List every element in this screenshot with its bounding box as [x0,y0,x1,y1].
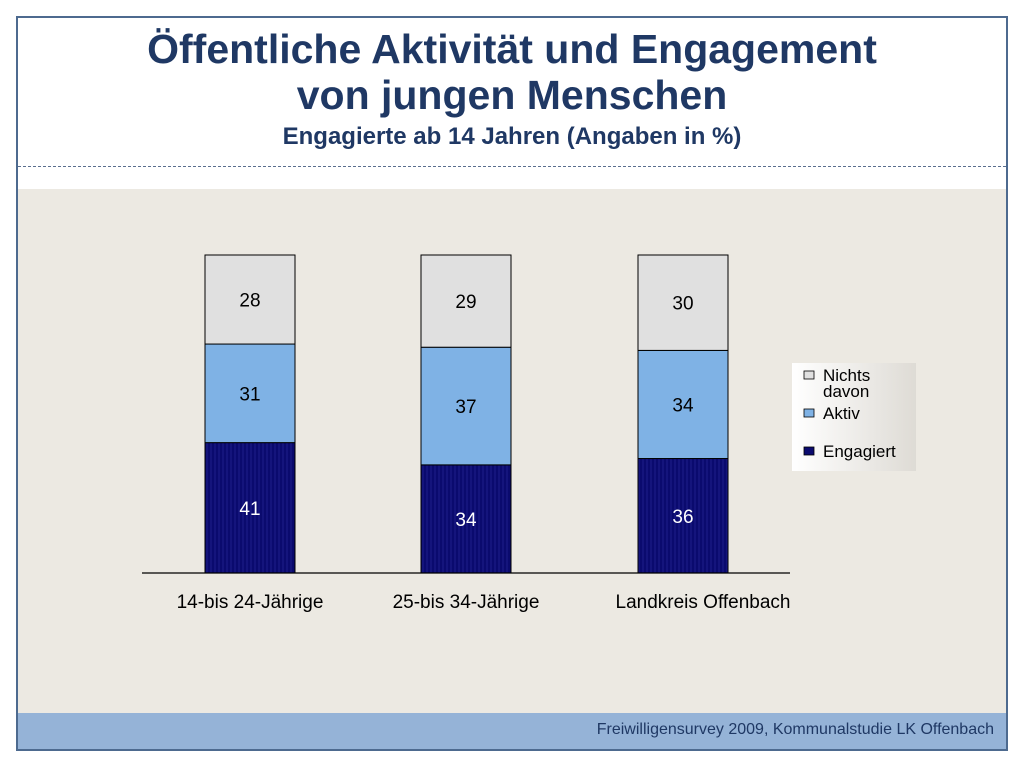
data-label: 28 [239,291,260,312]
data-label: 41 [239,499,260,520]
data-label: 29 [455,292,476,313]
bar-segment-engagiert-2 [420,464,512,574]
page-subtitle: Engagierte ab 14 Jahren (Angaben in %) [282,123,742,150]
bar-segment-aktiv-3 [637,349,729,460]
slide-frame: Öffentliche Aktivität und Engagement von… [16,16,1008,751]
x-tick-label: 25-bis 34-Jährige [393,592,540,613]
legend-label: Engagiert [823,442,896,461]
bar-segment-nichts-davon-2 [420,254,512,348]
bar-segment-aktiv-1 [204,343,296,444]
chart-panel: 41 31 28 34 37 29 36 34 30 14-bis 24-Jährige 25-b… [18,189,1006,715]
data-label: 34 [672,395,694,416]
x-tick-label: Landkreis Offenbach [616,592,791,613]
data-label: 36 [672,507,693,528]
legend-label: Aktiv [823,404,860,423]
x-tick-labels: 14-bis 24-Jährige 25-bis 34-Jährige Landkr… [177,592,791,613]
data-label: 30 [672,294,693,315]
title-area: Öffentliche Aktivität und Engagement von… [18,18,1006,166]
source-note: Freiwilligensurvey 2009, Kommunalstudie … [596,721,994,738]
bar-segment-nichts-davon-1 [204,254,296,345]
title-separator [18,166,1006,167]
stacked-bar-chart: 41 31 28 34 37 29 36 34 30 14-bis 24-Jährige 25-b… [142,254,916,613]
bars-layer: 41 31 28 34 37 29 36 34 30 [204,254,729,574]
x-tick-label: 14-bis 24-Jährige [177,592,324,613]
footer-bar: Freiwilligensurvey 2009, Kommunalstudie … [18,713,1006,749]
page-title-line2: von jungen Menschen [296,72,728,118]
bar-segment-engagiert-1 [204,442,296,574]
data-label: 37 [455,397,476,418]
data-label: 31 [239,384,260,405]
legend: Nichts davon Aktiv Engagiert [792,363,916,471]
page-title: Öffentliche Aktivität und Engagement [147,26,877,72]
legend-swatch [803,446,815,456]
legend-swatch [803,408,815,418]
legend-label: Nichts davon [823,366,870,401]
legend-swatch [803,370,815,380]
bar-segment-aktiv-2 [420,346,512,466]
bar-segment-nichts-davon-3 [637,254,729,351]
data-label: 34 [455,510,477,531]
